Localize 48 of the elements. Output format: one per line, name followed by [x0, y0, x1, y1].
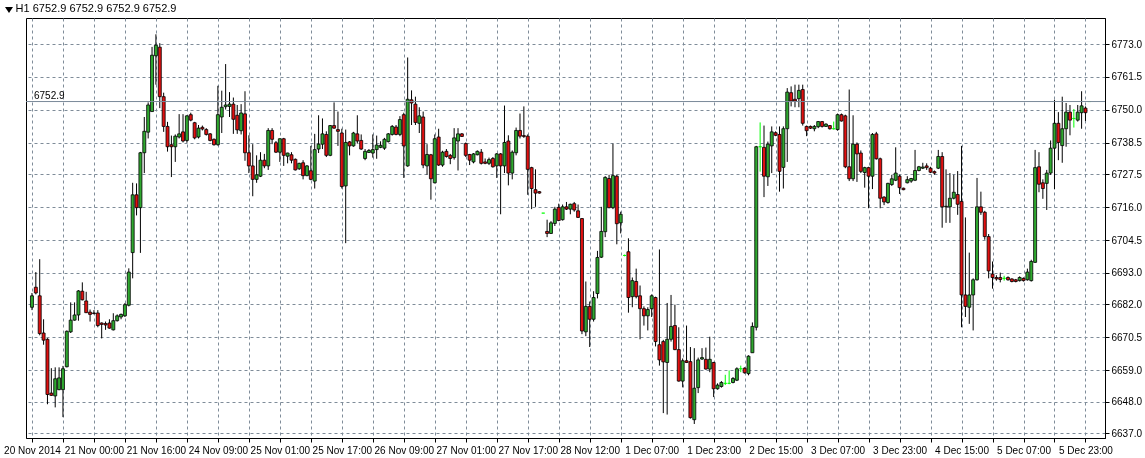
x-tick-label: 5 Dec 23:00: [1059, 444, 1114, 456]
candlestick: [1068, 104, 1072, 136]
x-tick-label: 21 Nov 00:00: [64, 444, 125, 456]
candlestick: [254, 154, 259, 184]
y-tick-label: 6738.5: [1111, 137, 1143, 149]
candlestick: [1006, 275, 1010, 282]
x-tick-label: 5 Dec 07:00: [997, 444, 1052, 456]
x-tick-label: 25 Nov 17:00: [312, 444, 373, 456]
y-tick-label: 6761.5: [1111, 71, 1143, 83]
y-tick-label: 6659.0: [1111, 364, 1143, 376]
candlestick: [456, 127, 460, 171]
y-tick-label: 6773.0: [1111, 38, 1143, 50]
y-tick-label: 6648.0: [1111, 396, 1143, 408]
x-tick-label: 25 Nov 01:00: [250, 444, 311, 456]
x-tick-label: 26 Nov 09:00: [374, 444, 435, 456]
x-tick-label: 1 Dec 07:00: [625, 444, 680, 456]
candlestick: [502, 105, 507, 174]
x-tick-label: 3 Dec 07:00: [811, 444, 866, 456]
y-tick-label: 6693.0: [1111, 267, 1143, 279]
x-tick-label: 27 Nov 17:00: [498, 444, 559, 456]
y-tick-label: 6682.0: [1111, 298, 1143, 310]
y-tick-label: 6637.0: [1111, 427, 1143, 439]
candlestick: [181, 113, 185, 143]
x-tick-label: 4 Dec 15:00: [935, 444, 990, 456]
chart-title: H1 6752.9 6752.9 6752.9 6752.9: [15, 2, 177, 14]
y-tick-label: 6750.0: [1111, 104, 1143, 116]
x-tick-label: 24 Nov 09:00: [188, 444, 249, 456]
candlestick: [374, 135, 379, 160]
x-tick-label: 3 Dec 23:00: [873, 444, 928, 456]
x-tick-label: 1 Dec 23:00: [687, 444, 742, 456]
candlestick: [301, 159, 305, 180]
candlestick: [1060, 96, 1065, 164]
candlestick: [948, 172, 952, 224]
candlestick: [545, 219, 549, 238]
candlestick: [913, 149, 917, 182]
y-tick-label: 6670.5: [1111, 331, 1143, 343]
candlestick: [281, 137, 286, 167]
y-tick-label: 6727.5: [1111, 168, 1143, 180]
x-tick-label: 21 Nov 16:00: [126, 444, 187, 456]
y-tick-label: 6704.5: [1111, 234, 1143, 246]
x-tick-label: 28 Nov 12:00: [560, 444, 621, 456]
x-tick-label: 27 Nov 01:00: [436, 444, 497, 456]
candlestick: [855, 141, 859, 183]
x-tick-label: 20 Nov 2014: [4, 444, 62, 456]
x-tick-label: 2 Dec 15:00: [749, 444, 804, 456]
y-tick-label: 6716.0: [1111, 201, 1143, 213]
candlestick: [704, 347, 708, 371]
ref-line-label: 6752.9: [34, 89, 66, 101]
